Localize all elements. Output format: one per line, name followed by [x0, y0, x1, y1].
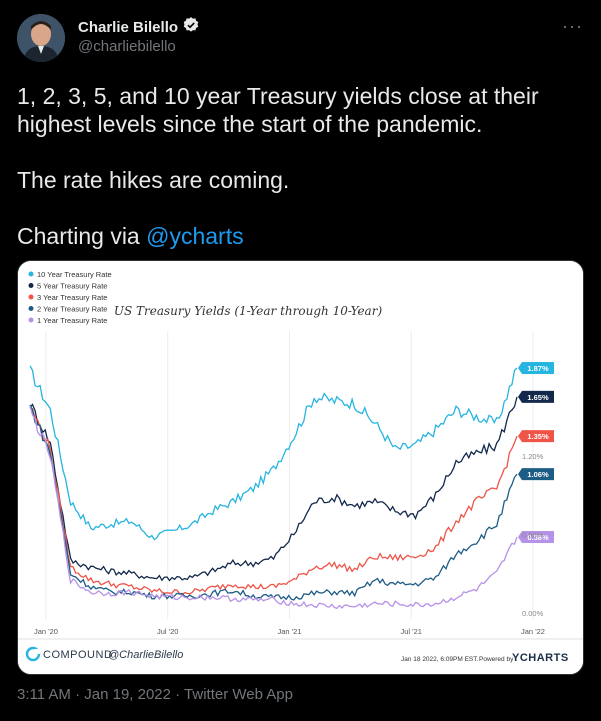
- series-end-label-box: [522, 430, 554, 443]
- verified-badge-icon: [182, 16, 200, 38]
- legend-marker: [28, 317, 34, 323]
- more-options-icon[interactable]: ···: [562, 16, 583, 36]
- y-tick-label: 0.60%: [522, 530, 544, 539]
- y-tick-label: 1.20%: [522, 452, 544, 461]
- series-end-label-pointer: [518, 390, 522, 403]
- x-tick-label: Jan '20: [34, 627, 58, 636]
- x-tick-label: Jan '22: [521, 627, 545, 636]
- avatar-image: [17, 14, 65, 62]
- tweet-line-3: Charting via @ycharts: [17, 222, 577, 250]
- author-name[interactable]: Charlie Bilello: [78, 18, 179, 36]
- footer-handle: @CharlieBilello: [108, 649, 183, 661]
- legend-entry: 3 Year Treasury Rate: [37, 293, 107, 302]
- legend-entry: 5 Year Treasury Rate: [37, 282, 107, 291]
- chart-title: US Treasury Yields (1-Year through 10-Ye…: [114, 304, 383, 318]
- footer-brand: COMPOUND: [43, 649, 112, 661]
- footer-ycharts: YCHARTS: [512, 652, 569, 664]
- series-line: [29, 406, 518, 596]
- series-end-label-box: [522, 468, 554, 481]
- series-end-label-pointer: [518, 468, 522, 481]
- tweet-text: 1, 2, 3, 5, and 10 year Treasury yields …: [17, 82, 577, 250]
- legend-marker: [28, 294, 34, 300]
- series-end-label: 1.87%: [527, 364, 549, 373]
- series-line: [29, 396, 518, 582]
- compound-logo-icon: [25, 646, 41, 662]
- series-end-label-box: [522, 362, 554, 375]
- chart-image-card[interactable]: 10 Year Treasury Rate 5 Year Treasury Rat…: [17, 260, 584, 675]
- tweet-line-1: 1, 2, 3, 5, and 10 year Treasury yields …: [17, 83, 539, 137]
- tweet-line-2: The rate hikes are coming.: [17, 167, 290, 193]
- mention-link[interactable]: @ycharts: [146, 223, 244, 249]
- legend-marker: [28, 271, 34, 277]
- series-end-label-box: [522, 390, 554, 403]
- series-end-label-pointer: [518, 362, 522, 375]
- author-name-row[interactable]: Charlie Bilello: [78, 16, 200, 38]
- legend-entry: 1 Year Treasury Rate: [37, 316, 107, 325]
- legend-entry: 2 Year Treasury Rate: [37, 305, 107, 314]
- chart: 10 Year Treasury Rate 5 Year Treasury Rat…: [18, 261, 583, 674]
- series-end-label: 0.58%: [527, 533, 549, 542]
- x-tick-label: Jan '21: [278, 627, 302, 636]
- footer-date: Jan 18 2022, 6:09PM EST.: [401, 656, 479, 663]
- tweet-timestamp[interactable]: 3:11 AM · Jan 19, 2022 · Twitter Web App: [17, 686, 293, 703]
- x-tick-label: Jul '20: [157, 627, 178, 636]
- legend-marker: [28, 306, 34, 311]
- avatar[interactable]: [17, 14, 65, 62]
- series-line: [29, 365, 518, 541]
- series-end-label-pointer: [518, 430, 522, 443]
- series-end-label: 1.65%: [527, 393, 549, 402]
- series-line: [29, 406, 518, 610]
- series-end-label-box: [522, 531, 554, 544]
- y-tick-label: 0.00%: [522, 609, 544, 618]
- series-end-label: 1.35%: [527, 432, 549, 441]
- footer-powered: Powered by: [479, 656, 514, 663]
- series-end-label: 1.06%: [527, 470, 549, 479]
- legend-entry: 10 Year Treasury Rate: [37, 270, 112, 279]
- legend-marker: [28, 283, 34, 288]
- series-end-label-pointer: [518, 531, 522, 544]
- tweet-line-3-prefix: Charting via: [17, 223, 147, 249]
- x-tick-label: Jul '21: [401, 627, 422, 636]
- author-handle[interactable]: @charliebilello: [78, 38, 176, 55]
